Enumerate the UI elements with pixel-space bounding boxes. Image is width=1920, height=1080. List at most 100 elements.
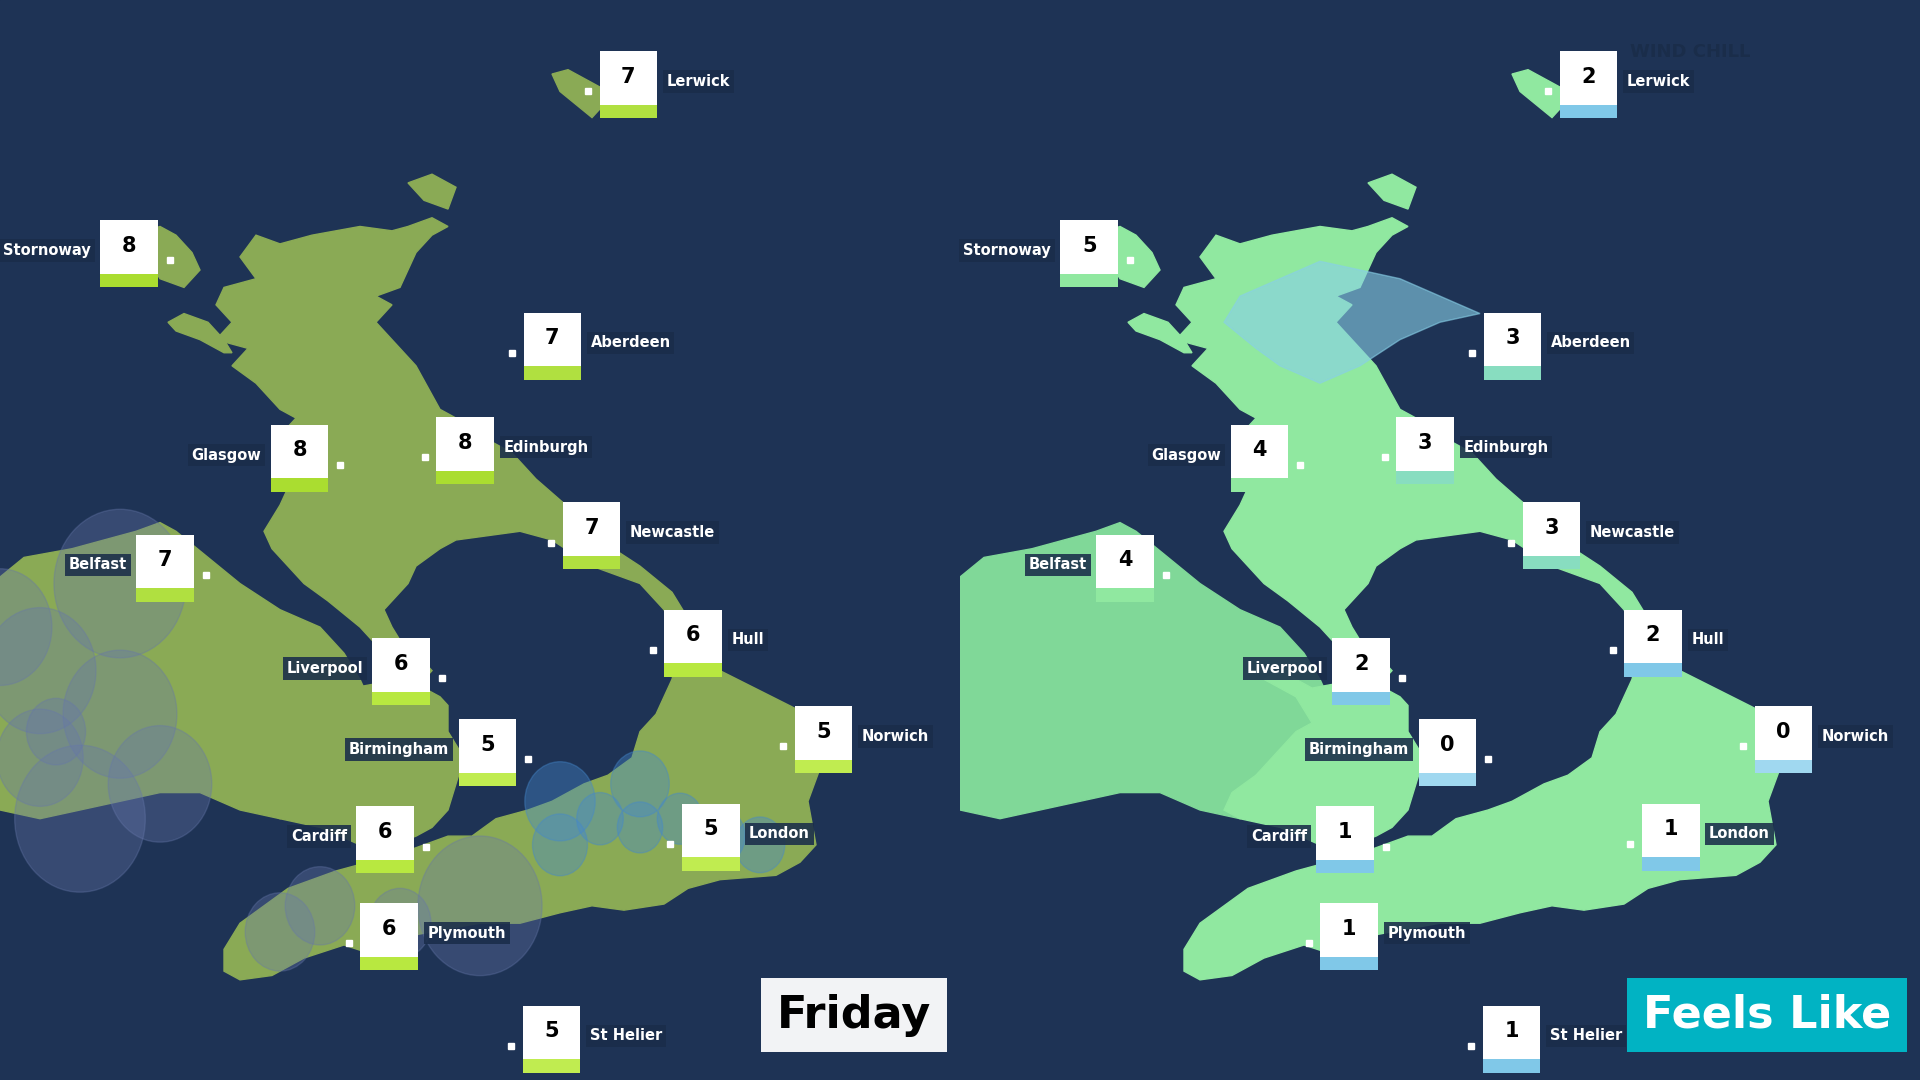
Bar xyxy=(1332,638,1390,705)
Bar xyxy=(1624,663,1682,676)
Text: Aberdeen: Aberdeen xyxy=(591,335,670,350)
Bar xyxy=(100,220,157,287)
Text: Norwich: Norwich xyxy=(862,729,929,744)
Text: Belfast: Belfast xyxy=(69,557,127,572)
Text: 3: 3 xyxy=(1417,432,1432,453)
Text: 0: 0 xyxy=(1776,721,1791,742)
Text: Glasgow: Glasgow xyxy=(1152,447,1221,462)
Bar xyxy=(524,366,582,379)
Text: St Helier: St Helier xyxy=(589,1028,662,1043)
Circle shape xyxy=(576,793,624,845)
Bar xyxy=(795,706,852,773)
Bar xyxy=(682,804,739,870)
Bar xyxy=(459,773,516,786)
Bar xyxy=(664,663,722,676)
Text: Stornoway: Stornoway xyxy=(964,243,1050,258)
Text: Hull: Hull xyxy=(732,632,764,647)
Bar xyxy=(1484,312,1542,379)
Text: Glasgow: Glasgow xyxy=(192,447,261,462)
Circle shape xyxy=(657,793,703,845)
Bar xyxy=(1484,366,1542,379)
Bar xyxy=(372,692,430,705)
Circle shape xyxy=(611,751,670,816)
Text: 8: 8 xyxy=(123,235,136,256)
Polygon shape xyxy=(167,313,232,353)
Circle shape xyxy=(54,510,186,658)
Circle shape xyxy=(286,866,355,945)
Bar xyxy=(1755,706,1812,773)
Text: Feels Like: Feels Like xyxy=(1644,994,1891,1037)
Text: Edinburgh: Edinburgh xyxy=(503,440,589,455)
Circle shape xyxy=(15,745,146,892)
Bar xyxy=(100,274,157,287)
Text: St Helier: St Helier xyxy=(1549,1028,1622,1043)
Text: Friday: Friday xyxy=(778,994,931,1037)
Text: Cardiff: Cardiff xyxy=(1250,829,1308,845)
Text: London: London xyxy=(749,826,810,841)
Text: Plymouth: Plymouth xyxy=(428,926,507,941)
Text: Newcastle: Newcastle xyxy=(1590,525,1674,540)
Text: Plymouth: Plymouth xyxy=(1388,926,1467,941)
Text: 1: 1 xyxy=(1342,918,1356,939)
Bar xyxy=(1559,51,1617,118)
Circle shape xyxy=(532,814,588,876)
Bar xyxy=(1396,417,1453,484)
Text: Lerwick: Lerwick xyxy=(1626,73,1690,89)
Bar xyxy=(271,424,328,491)
Text: Belfast: Belfast xyxy=(1029,557,1087,572)
Text: 2: 2 xyxy=(1645,625,1661,645)
Text: Cardiff: Cardiff xyxy=(290,829,348,845)
Polygon shape xyxy=(0,523,376,819)
Bar xyxy=(361,957,419,970)
Circle shape xyxy=(369,889,430,958)
Bar xyxy=(361,903,419,970)
Bar xyxy=(136,535,194,602)
Bar xyxy=(1419,719,1476,786)
Bar xyxy=(1419,773,1476,786)
Circle shape xyxy=(695,808,745,864)
Text: 7: 7 xyxy=(157,550,173,570)
Bar xyxy=(136,589,194,602)
Bar xyxy=(1396,471,1453,484)
Bar xyxy=(1523,556,1580,569)
Text: 8: 8 xyxy=(457,432,472,453)
Circle shape xyxy=(0,569,52,686)
Circle shape xyxy=(0,710,83,807)
Polygon shape xyxy=(1225,261,1480,383)
Text: 6: 6 xyxy=(382,918,396,939)
Bar xyxy=(1642,858,1699,870)
Text: WIND CHILL: WIND CHILL xyxy=(1630,43,1749,62)
Circle shape xyxy=(27,699,86,765)
Polygon shape xyxy=(553,70,609,118)
Polygon shape xyxy=(215,218,824,980)
Text: 2: 2 xyxy=(1354,653,1369,674)
Bar xyxy=(563,502,620,569)
Bar xyxy=(1482,1005,1540,1072)
Bar xyxy=(1624,609,1682,676)
Text: Lerwick: Lerwick xyxy=(666,73,730,89)
Bar xyxy=(1321,957,1379,970)
Text: 1: 1 xyxy=(1503,1022,1519,1041)
Polygon shape xyxy=(1175,218,1784,980)
Text: Stornoway: Stornoway xyxy=(4,243,90,258)
Bar xyxy=(1559,105,1617,118)
Circle shape xyxy=(735,816,785,873)
Bar xyxy=(1321,903,1379,970)
Bar xyxy=(436,417,493,484)
Bar xyxy=(1755,760,1812,773)
Text: Birmingham: Birmingham xyxy=(349,742,449,757)
Text: Birmingham: Birmingham xyxy=(1309,742,1409,757)
Text: 3: 3 xyxy=(1544,518,1559,538)
Text: 7: 7 xyxy=(584,518,599,538)
Bar xyxy=(357,860,415,874)
Text: Edinburgh: Edinburgh xyxy=(1463,440,1549,455)
Text: 1: 1 xyxy=(1338,822,1352,841)
Text: 5: 5 xyxy=(816,721,831,742)
Bar xyxy=(372,638,430,705)
Circle shape xyxy=(0,608,96,733)
Text: 7: 7 xyxy=(545,328,559,348)
Bar xyxy=(563,556,620,569)
Bar xyxy=(1332,692,1390,705)
Text: 6: 6 xyxy=(394,653,409,674)
Circle shape xyxy=(246,893,315,971)
